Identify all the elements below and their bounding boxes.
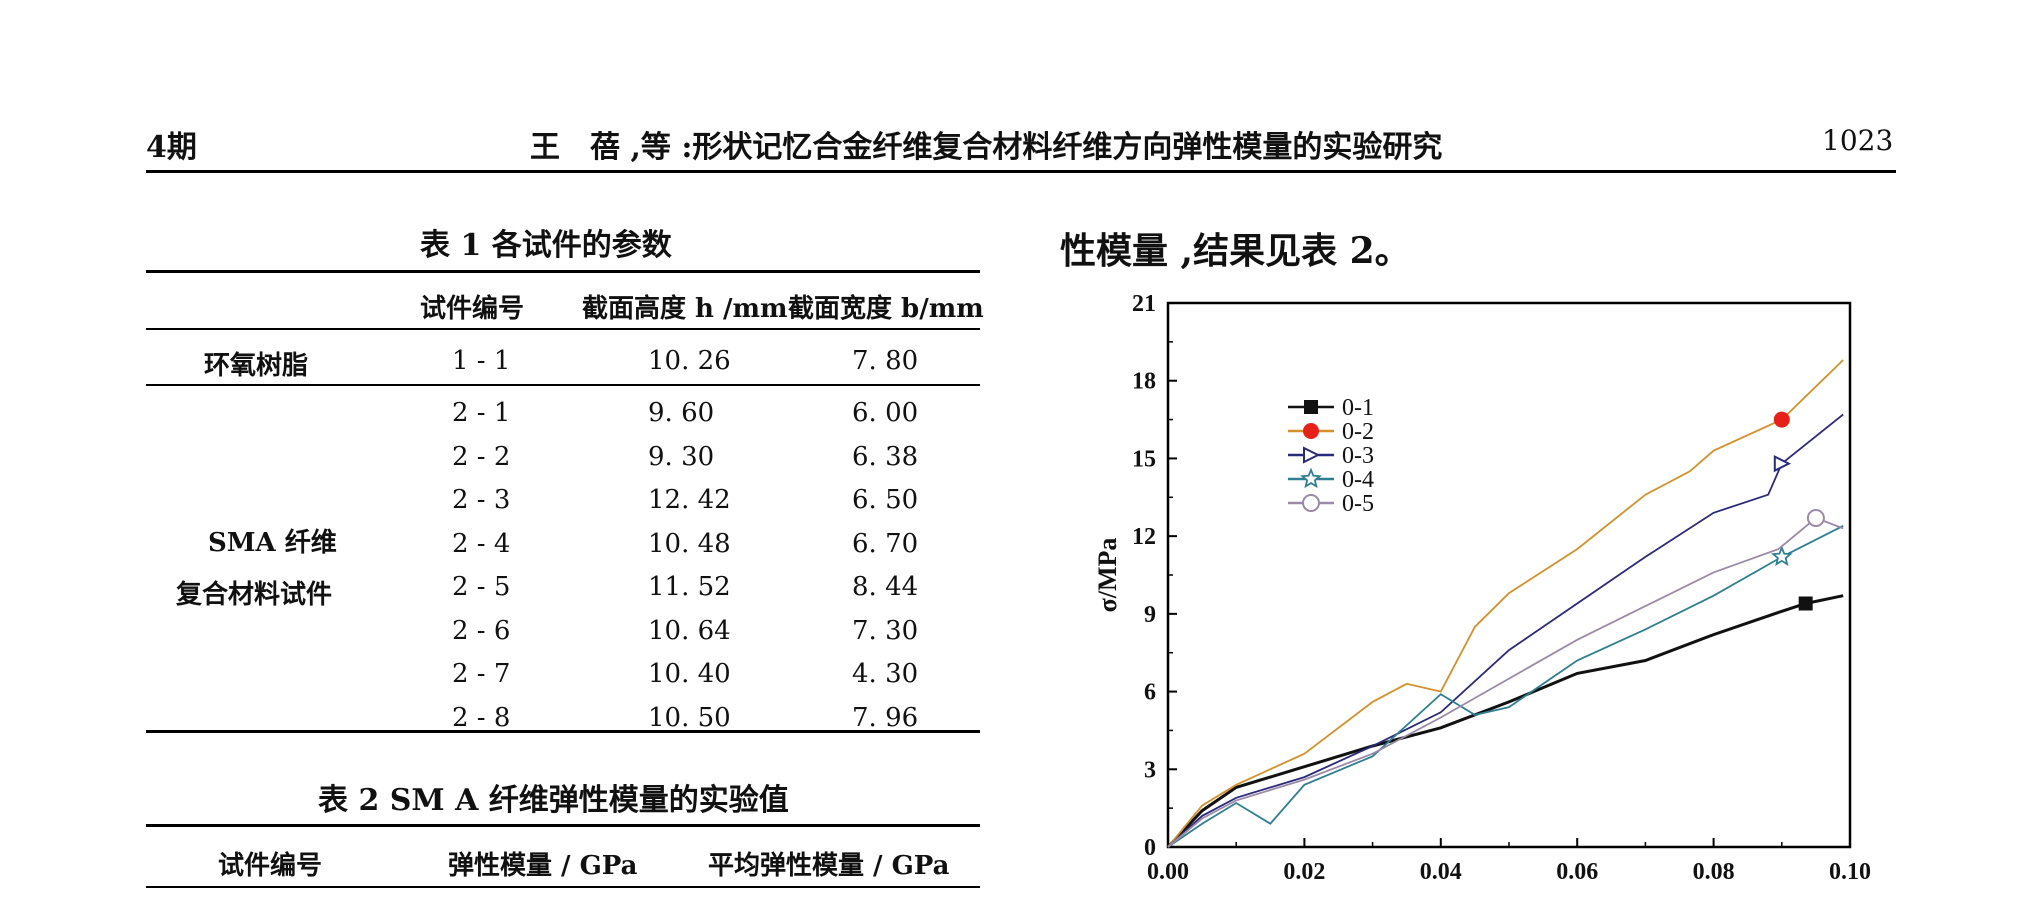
legend-marker-0-1 xyxy=(1304,400,1318,414)
table1-cell: 6. 70 xyxy=(852,528,919,559)
stress-strain-chart: 0.00 0.02 0.04 0.06 0.08 0.10 0 3 6 9 12 15 18 21 σ/MP… xyxy=(1093,291,1870,885)
table1-col-header: 截面高度 h /mm xyxy=(582,294,788,324)
table1-cell: 9. 60 xyxy=(648,398,715,428)
series-line-0-4 xyxy=(1167,524,1844,848)
table2-top-rule xyxy=(146,824,980,827)
y-tick-label: 21 xyxy=(1132,291,1156,317)
table2-col-header: 弹性模量 / GPa xyxy=(448,851,638,881)
table1-cell: 10. 40 xyxy=(648,659,731,689)
y-tick-label: 0 xyxy=(1144,835,1156,861)
table2-col-header: 试件编号 xyxy=(218,851,323,881)
y-tick-label: 18 xyxy=(1132,369,1156,395)
issue-label: 4期 xyxy=(146,130,197,165)
table1-bottom-rule xyxy=(146,730,980,733)
table1-cell: 2 - 6 xyxy=(452,615,511,646)
series-line-0-3 xyxy=(1167,413,1844,848)
table1-cell: 7. 80 xyxy=(852,346,919,376)
table1-header-rule xyxy=(146,328,980,330)
page-number: 1023 xyxy=(1822,124,1894,157)
x-tick-label: 0.00 xyxy=(1147,859,1189,885)
table1-caption: 表 1 各试件的参数 xyxy=(420,228,672,263)
series-marker-0-3 xyxy=(1773,454,1792,473)
legend-marker-0-2 xyxy=(1303,423,1319,439)
table1-cell: 6. 50 xyxy=(852,485,919,515)
table1-cell: 6. 00 xyxy=(852,398,919,428)
legend-label-0-1: 0-1 xyxy=(1342,395,1374,421)
legend-label-0-2: 0-2 xyxy=(1342,419,1374,445)
table1-cell: 10. 64 xyxy=(648,615,731,646)
table1-col-header: 试件编号 xyxy=(420,294,525,324)
table1-cell: 12. 42 xyxy=(648,485,731,515)
legend-label-0-4: 0-4 xyxy=(1342,467,1374,493)
y-tick-label: 12 xyxy=(1132,524,1156,550)
table2-header-rule xyxy=(146,886,980,888)
y-tick-label: 3 xyxy=(1144,757,1156,783)
header-rule xyxy=(146,170,1896,173)
table1-group-label: 环氧树脂 xyxy=(204,351,309,381)
table1-cell: 9. 30 xyxy=(648,441,715,472)
table2-col-header: 平均弹性模量 / GPa xyxy=(708,851,950,881)
legend-marker-0-3 xyxy=(1303,446,1321,464)
table1-top-rule xyxy=(146,270,980,273)
table1-cell: 2 - 5 xyxy=(452,572,511,602)
y-axis-label: σ/MPa xyxy=(1093,538,1122,613)
x-tick-label: 0.06 xyxy=(1556,859,1598,885)
x-tick-label: 0.10 xyxy=(1829,859,1870,885)
series-marker-0-2 xyxy=(1773,411,1790,428)
x-tick-label: 0.08 xyxy=(1693,859,1735,885)
legend-marker-0-5 xyxy=(1302,494,1320,512)
series-line-0-2 xyxy=(1167,359,1844,848)
table1-cell: 2 - 1 xyxy=(452,398,511,428)
table1-group-label: 复合材料试件 xyxy=(176,580,333,610)
table1-cell: 10. 26 xyxy=(648,346,731,376)
series-line-0-5 xyxy=(1167,516,1844,848)
table1-cell: 4. 30 xyxy=(852,659,919,689)
table1-cell: 2 - 8 xyxy=(452,702,511,733)
body-text-line: 性模量 ,结果见表 2。 xyxy=(1060,230,1411,272)
series-line-0-1 xyxy=(1166,594,1844,849)
y-tick-label: 9 xyxy=(1144,602,1156,628)
table2-caption: 表 2 SM A 纤维弹性模量的实验值 xyxy=(318,783,789,818)
legend-label-0-5: 0-5 xyxy=(1342,491,1374,517)
y-tick-label: 6 xyxy=(1144,680,1156,706)
table1-cell: 2 - 7 xyxy=(452,659,511,689)
table1-cell: 2 - 4 xyxy=(452,528,511,559)
y-tick-label: 15 xyxy=(1132,446,1156,472)
table1-cell: 11. 52 xyxy=(648,572,731,602)
running-title: 王 蓓 ,等 :形状记忆合金纤维复合材料纤维方向弹性模量的实验研究 xyxy=(530,130,1443,165)
table1-group-rule xyxy=(146,384,980,386)
table1-cell: 2 - 3 xyxy=(452,485,511,515)
legend-label-0-3: 0-3 xyxy=(1342,443,1374,469)
series-marker-0-4 xyxy=(1770,545,1793,566)
table1-cell: 10. 50 xyxy=(648,702,731,733)
table1-group-label: SMA 纤维 xyxy=(208,528,337,558)
table1-cell: 10. 48 xyxy=(648,528,731,559)
series-marker-0-5 xyxy=(1806,509,1825,528)
table1-cell: 6. 38 xyxy=(852,441,919,472)
series-marker-0-1 xyxy=(1798,596,1813,611)
plot-frame xyxy=(1166,301,1852,849)
x-tick-label: 0.04 xyxy=(1420,859,1462,885)
table1-col-header: 截面宽度 b/mm xyxy=(788,294,984,324)
table1-cell: 7. 96 xyxy=(852,702,919,733)
table1-cell: 1 - 1 xyxy=(452,346,511,376)
table1-cell: 7. 30 xyxy=(852,615,919,646)
table1-cell: 8. 44 xyxy=(852,572,919,602)
table1-cell: 2 - 2 xyxy=(452,441,511,472)
x-tick-label: 0.02 xyxy=(1283,859,1325,885)
legend-marker-0-4 xyxy=(1300,467,1322,489)
